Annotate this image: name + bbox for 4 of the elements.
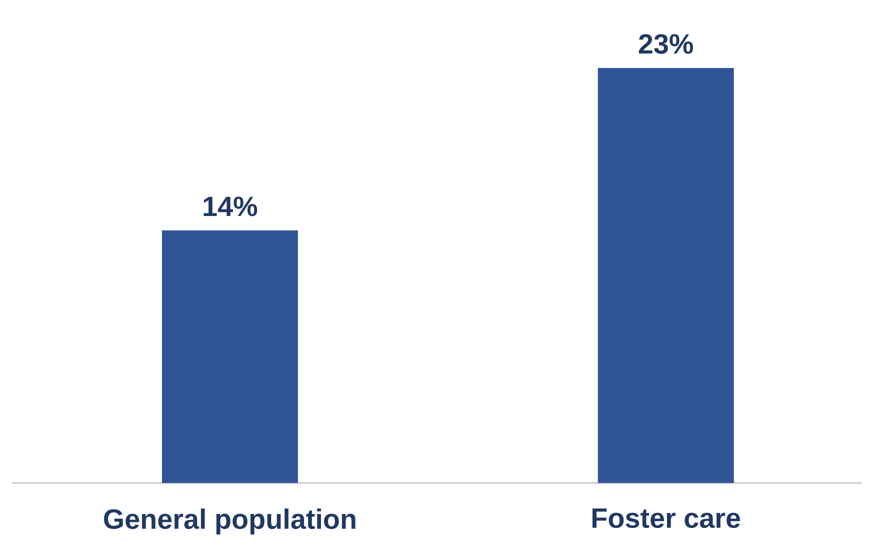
data-label: 23% <box>638 34 694 54</box>
data-label: 14% <box>204 196 258 216</box>
x-tick-label: General population <box>104 508 356 535</box>
x-tick-label: Foster care <box>592 508 740 528</box>
